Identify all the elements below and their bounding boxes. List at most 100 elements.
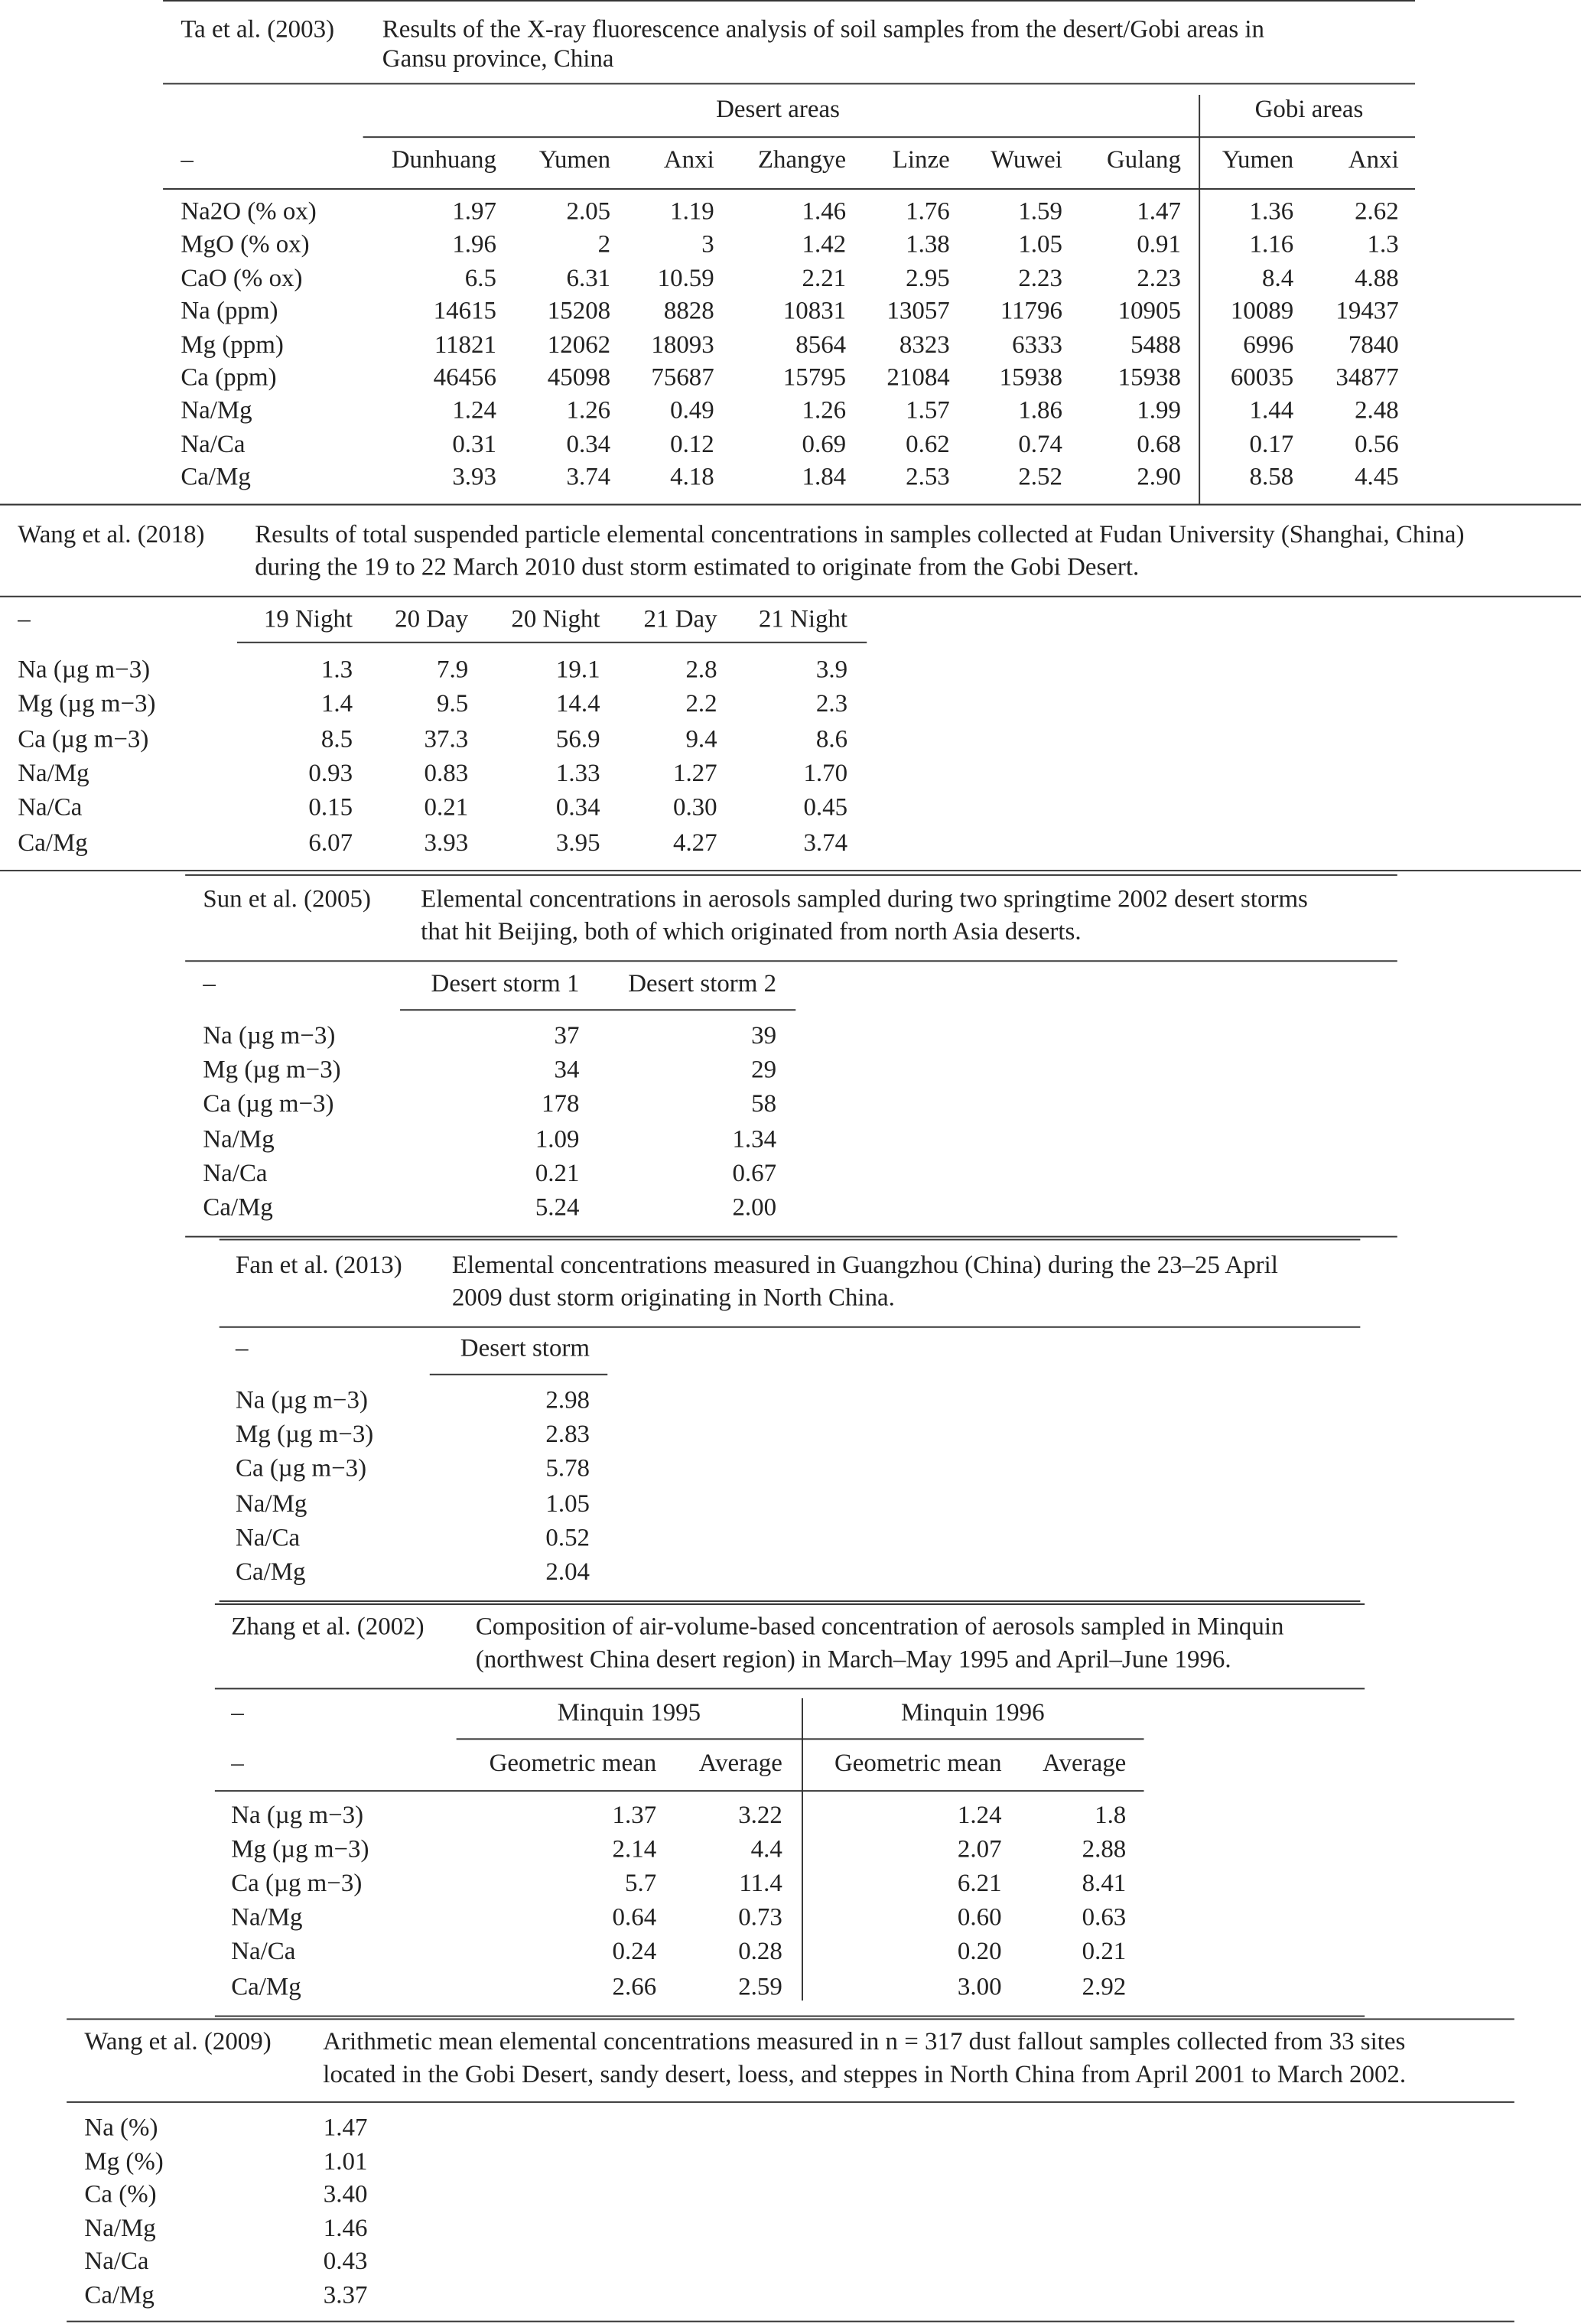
row-label: Ca (µg m−3) xyxy=(18,724,149,753)
row-label: Na (ppm) xyxy=(181,296,278,325)
table-cell: 10.59 xyxy=(657,263,714,292)
citation: Fan et al. (2013) xyxy=(236,1250,402,1279)
table-cell: 4.18 xyxy=(670,462,714,491)
table-cell: 6.07 xyxy=(308,827,353,856)
row-label: Ca (µg m−3) xyxy=(231,1869,363,1897)
table-cell: 1.44 xyxy=(1249,395,1294,425)
table-cell: 0.34 xyxy=(555,793,600,822)
row-label: Mg (µg m−3) xyxy=(231,1834,369,1863)
table-cell: 0.31 xyxy=(452,429,496,458)
table-cell: 0.83 xyxy=(424,758,469,787)
header-label: – xyxy=(231,1748,244,1777)
table-cell: 10831 xyxy=(782,296,847,325)
table-cell: 0.64 xyxy=(612,1902,657,1932)
table-cell: 75687 xyxy=(651,363,714,392)
rule xyxy=(67,2018,1514,2020)
table-cell: 5.24 xyxy=(535,1193,580,1222)
row-label: Na/Mg xyxy=(18,758,89,787)
table-cell: 0.52 xyxy=(545,1523,590,1551)
column-header: Wuwei xyxy=(991,145,1062,174)
table-cell: 7.9 xyxy=(436,655,469,684)
table-cell: 3.74 xyxy=(803,827,848,856)
group-row-label: – xyxy=(231,1698,244,1727)
table-cell: 2.07 xyxy=(957,1834,1002,1863)
table-cell: 0.91 xyxy=(1137,230,1181,259)
table-cell: 8.4 xyxy=(1262,263,1294,292)
rule xyxy=(185,1235,1397,1238)
table-cell: 8.6 xyxy=(815,724,848,753)
table-cell: 0.63 xyxy=(1082,1902,1127,1932)
column-header: Geometric mean xyxy=(834,1748,1002,1777)
table-cell: 11796 xyxy=(1000,296,1062,325)
rule xyxy=(67,2101,1514,2103)
table-cell: 8828 xyxy=(663,296,714,325)
description-line: Elemental concentrations in aerosols sam… xyxy=(421,884,1308,913)
row-label: Na (%) xyxy=(84,2113,158,2142)
row-label: MgO (% ox) xyxy=(181,230,310,259)
column-header: Average xyxy=(698,1748,782,1777)
table-cell: 1.96 xyxy=(452,230,496,259)
column-header: Desert storm xyxy=(460,1333,590,1362)
rule xyxy=(236,641,867,643)
table-cell: 2.59 xyxy=(738,1971,782,2000)
table-cell: 1.19 xyxy=(670,197,714,226)
table-cell: 2.05 xyxy=(566,197,611,226)
table-cell: 7840 xyxy=(1348,330,1399,359)
table-cell: 1.46 xyxy=(802,197,847,226)
row-label: Mg (ppm) xyxy=(181,330,284,359)
row-label: Na/Mg xyxy=(181,395,252,425)
table-cell: 0.12 xyxy=(670,429,714,458)
table-cell: 39 xyxy=(751,1020,777,1050)
table-cell: 1.70 xyxy=(803,758,848,787)
row-label: Na/Mg xyxy=(203,1124,275,1153)
table-cell: 2.52 xyxy=(1018,462,1062,491)
citation: Zhang et al. (2002) xyxy=(231,1612,425,1641)
table-cell: 6.21 xyxy=(957,1869,1002,1897)
table-cell: 1.42 xyxy=(802,230,847,259)
table-cell: 1.24 xyxy=(957,1800,1002,1829)
table-cell: 34877 xyxy=(1335,363,1399,392)
table-cell: 1.05 xyxy=(1018,230,1062,259)
rule xyxy=(219,1326,1361,1328)
table-cell: 1.8 xyxy=(1095,1800,1127,1829)
table-cell: 18093 xyxy=(651,330,714,359)
rule xyxy=(67,2320,1514,2322)
table-cell: 2.14 xyxy=(612,1834,657,1863)
table-cell: 3.74 xyxy=(566,462,611,491)
table-cell: 45098 xyxy=(547,363,611,392)
header-label: – xyxy=(181,145,194,174)
row-label: Ca (ppm) xyxy=(181,363,277,392)
citation: Ta et al. (2003) xyxy=(181,15,335,44)
header-label: – xyxy=(18,604,31,633)
table-cell: 1.26 xyxy=(802,395,847,425)
description-line: located in the Gobi Desert, sandy desert… xyxy=(323,2059,1407,2088)
table-cell: 3.00 xyxy=(957,1971,1002,2000)
table-cell: 3.95 xyxy=(555,827,600,856)
column-divider xyxy=(802,1698,803,2001)
table-cell: 2.98 xyxy=(545,1385,590,1414)
row-label: Ca/Mg xyxy=(231,1971,301,2000)
table-cell: 3 xyxy=(701,230,714,259)
table-cell: 4.45 xyxy=(1355,462,1399,491)
row-label: Ca/Mg xyxy=(236,1557,306,1586)
table-cell: 0.30 xyxy=(672,793,717,822)
column-header: Yumen xyxy=(538,145,611,174)
row-label: Mg (µg m−3) xyxy=(203,1055,341,1084)
table-cell: 10905 xyxy=(1117,296,1181,325)
table-cell: 178 xyxy=(542,1089,580,1118)
table-cell: 0.68 xyxy=(1137,429,1181,458)
table-cell: 19.1 xyxy=(555,655,600,684)
row-label: Ca/Mg xyxy=(84,2280,155,2309)
table-cell: 1.4 xyxy=(320,689,353,718)
row-label: CaO (% ox) xyxy=(181,263,303,292)
table-cell: 15938 xyxy=(1117,363,1181,392)
table-cell: 0.21 xyxy=(1082,1937,1127,1966)
table-cell: 0.93 xyxy=(308,758,353,787)
citation: Wang et al. (2018) xyxy=(18,519,205,548)
column-divider xyxy=(1199,94,1201,504)
table-cell: 1.36 xyxy=(1249,197,1294,226)
row-label: Na2O (% ox) xyxy=(181,197,317,226)
column-header: 21 Night xyxy=(758,604,848,633)
column-header: Anxi xyxy=(1348,145,1399,174)
